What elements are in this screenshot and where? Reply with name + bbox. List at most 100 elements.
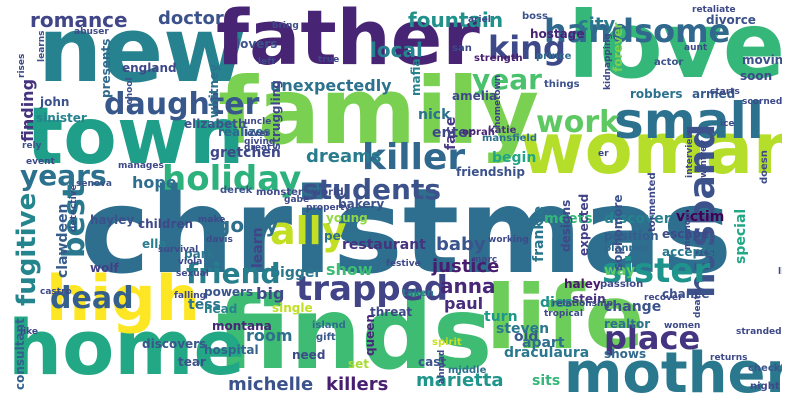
word-falling: falling [174,291,207,301]
word-cast: cast [418,355,447,369]
word-discovers: discovers [142,337,207,351]
word-rises: rises [17,53,27,78]
word-forever: forever [611,22,625,72]
word-children: children [138,217,194,231]
word-learns: learns [37,30,47,62]
word-fugitive: fugitive [12,192,42,306]
word-killers: killers [326,374,389,395]
word-romance: romance [30,8,128,32]
word-way: way [604,263,636,279]
word-true: true [318,55,340,65]
word-realizes: realizes [218,125,271,139]
word-family: family [218,58,540,165]
word-queen: queen [363,314,377,356]
word-anna: anna [440,274,496,298]
word-turn: turn [484,309,518,325]
word-san: san [452,43,472,54]
word-sinister: sinister [36,111,87,125]
word-people: people [324,229,370,243]
word-young: young [326,211,368,225]
word-room: room [246,326,293,345]
word-sexual: sexual [176,269,209,279]
word-working: working [488,235,529,245]
word-justice: justice [432,256,500,277]
word-students: students [302,173,442,206]
word-ahmad: ahmad [437,349,447,384]
word-steven: steven [496,321,550,337]
word-nick: nick [418,107,451,123]
word-doesn: doesn [759,150,770,184]
word-recover: recover [644,293,683,303]
word-retaliate: retaliate [692,5,736,15]
word-mother: mother [564,341,782,405]
word-monster: monster [256,187,303,198]
word-sister: sister [602,251,711,291]
word-daughter: daughter [104,87,260,122]
word-begin: begin [492,150,537,166]
word-ll: ll [778,267,782,277]
word-goldy: goldy [216,213,279,237]
word-ally: ally [270,209,347,253]
word-need: need [292,348,326,362]
word-survival: survival [158,245,199,255]
word-change: change [604,299,662,315]
word-dies: dies [540,295,573,311]
word-tropical: tropical [544,309,583,319]
word-new: new [38,0,247,103]
word-tormented: tormented [647,172,658,232]
word-event: event [26,157,55,167]
word-oprah: oprah [462,127,495,138]
word-old: old [514,329,539,345]
word-draculaura: draculaura [504,345,590,361]
word-er: er [598,149,609,159]
word-park: park [184,247,215,261]
word-prince: prince [536,51,572,62]
word-things: things [544,79,580,90]
word-year: year [472,63,542,96]
word-starts: starts [710,87,740,97]
word-love: love [568,0,782,99]
word-restaurant: restaurant [342,237,426,253]
word-abuser: abuser [74,27,109,37]
word-amelia: amelia [452,89,498,103]
word-single: single [272,301,313,315]
word-killer: killer [362,137,466,178]
word-giving: giving [244,137,276,147]
word-stein: stein [572,292,606,306]
word-cloud: christmas finds new family love father t… [8,0,782,405]
word-frankie: frankie [531,205,547,262]
word-place: place [604,319,701,357]
word-town: town [26,92,245,182]
word-stranded: stranded [736,327,782,337]
word-christmas: christmas [80,162,733,300]
word-spirit: spirit [432,337,462,348]
word-big: big [256,284,285,303]
word-finds: finds [216,275,493,392]
word-father: father [216,0,480,82]
word-presents: presents [99,38,113,98]
word-tear: tear [178,355,206,369]
word-high: high [46,262,200,335]
word-moving: moving [742,53,782,67]
word-haley: haley [564,277,601,291]
word-robbers: robbers [630,87,683,101]
word-victim: victim [676,209,725,225]
word-planned: planned [604,243,650,254]
word-ella: ella [142,237,167,251]
word-soon: soon [740,69,773,83]
word-powers: powers [204,285,254,299]
word-marietta: marietta [416,370,504,391]
word-holiday: holiday [162,159,302,199]
word-uncle: uncle [244,117,272,127]
word-hope: hope [132,173,177,192]
word-ice: ice [720,119,735,129]
word-mafia: mafia [409,58,423,96]
word-meets: meets [544,211,593,227]
word-gabe: gabe [284,195,310,205]
word-friendship: friendship [456,165,525,179]
word-night: night [750,381,780,392]
word-years: years [20,159,107,192]
word-chance: chance [662,287,710,301]
word-position: position [604,229,659,243]
word-hometown: hometown [493,74,503,128]
